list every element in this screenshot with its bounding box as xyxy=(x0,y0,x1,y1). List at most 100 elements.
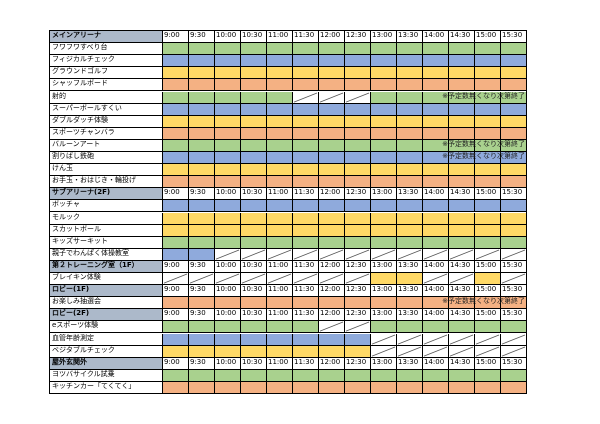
open-slot xyxy=(319,164,345,177)
open-slot xyxy=(267,139,293,152)
time-slot-header: 13:00 xyxy=(371,31,397,44)
time-slot-header: 13:30 xyxy=(397,285,423,298)
open-slot xyxy=(397,139,423,152)
open-slot xyxy=(189,152,215,165)
open-slot xyxy=(397,43,423,56)
time-slot-header: 10:00 xyxy=(215,357,241,370)
open-slot xyxy=(371,91,397,104)
activity-row: ベジタブルチェック xyxy=(50,345,527,358)
open-slot xyxy=(371,224,397,237)
open-slot xyxy=(267,236,293,249)
time-slot-header: 9:30 xyxy=(189,260,215,273)
open-slot xyxy=(241,212,267,225)
open-slot xyxy=(267,176,293,189)
time-slot-header: 10:00 xyxy=(215,309,241,322)
unavailable-slot xyxy=(345,248,371,261)
open-slot xyxy=(241,55,267,68)
open-slot xyxy=(215,79,241,92)
open-slot xyxy=(475,91,501,104)
open-slot xyxy=(163,176,189,189)
open-slot xyxy=(319,115,345,128)
open-slot xyxy=(189,127,215,140)
time-slot-header: 14:00 xyxy=(423,309,449,322)
open-slot xyxy=(501,297,527,310)
open-slot xyxy=(449,139,475,152)
open-slot xyxy=(501,224,527,237)
open-slot xyxy=(449,79,475,92)
open-slot xyxy=(449,321,475,334)
activity-row: ブレイキン体験 xyxy=(50,273,527,286)
open-slot xyxy=(293,212,319,225)
open-slot xyxy=(267,103,293,116)
activity-row: スポーツチャンバラ xyxy=(50,127,527,140)
time-slot-header: 15:00 xyxy=(475,260,501,273)
open-slot xyxy=(241,79,267,92)
time-slot-header: 9:00 xyxy=(163,31,189,44)
open-slot xyxy=(319,236,345,249)
open-slot xyxy=(241,152,267,165)
activity-name: ヨツバサイクル試乗 xyxy=(50,369,163,382)
time-slot-header: 14:00 xyxy=(423,260,449,273)
open-slot xyxy=(501,115,527,128)
open-slot xyxy=(215,297,241,310)
open-slot xyxy=(241,236,267,249)
open-slot xyxy=(501,381,527,394)
diagonal-slash xyxy=(293,92,318,102)
open-slot xyxy=(449,224,475,237)
limited-stock-note: ※予定数無くなり次第終了 xyxy=(442,152,525,160)
open-slot xyxy=(397,200,423,213)
open-slot xyxy=(397,212,423,225)
open-slot xyxy=(423,152,449,165)
open-slot xyxy=(475,212,501,225)
open-slot xyxy=(371,212,397,225)
open-slot xyxy=(215,200,241,213)
open-slot xyxy=(163,381,189,394)
open-slot xyxy=(345,164,371,177)
time-slot-header: 10:00 xyxy=(215,31,241,44)
open-slot xyxy=(475,176,501,189)
open-slot xyxy=(423,164,449,177)
open-slot xyxy=(189,164,215,177)
diagonal-slash xyxy=(319,92,344,102)
open-slot xyxy=(241,297,267,310)
open-slot xyxy=(501,43,527,56)
unavailable-slot xyxy=(267,248,293,261)
activity-name: スポーツチャンバラ xyxy=(50,127,163,140)
open-slot xyxy=(475,43,501,56)
open-slot xyxy=(371,176,397,189)
activity-row: お楽しみ抽選会 ※予定数無くなり次第終了 xyxy=(50,297,527,310)
open-slot xyxy=(501,55,527,68)
diagonal-slash xyxy=(267,249,292,260)
open-slot xyxy=(267,67,293,80)
open-slot xyxy=(345,139,371,152)
open-slot xyxy=(319,152,345,165)
open-slot xyxy=(371,381,397,394)
open-slot xyxy=(501,200,527,213)
open-slot xyxy=(449,369,475,382)
section-header-row: 第２トレーニング室（1F） 9:00 9:30 10:00 10:30 11:00 11:3… xyxy=(50,260,527,273)
unavailable-slot xyxy=(293,273,319,286)
section-title: メインアリーナ xyxy=(50,31,163,44)
open-slot xyxy=(267,200,293,213)
activity-name: ブレイキン体験 xyxy=(50,273,163,286)
limited-stock-note: ※予定数無くなり次第終了 xyxy=(442,297,525,306)
open-slot xyxy=(397,115,423,128)
open-slot xyxy=(397,297,423,310)
time-slot-header: 10:30 xyxy=(241,188,267,201)
open-slot xyxy=(241,345,267,358)
open-slot xyxy=(449,55,475,68)
open-slot xyxy=(241,164,267,177)
time-slot-header: 13:30 xyxy=(397,260,423,273)
open-slot xyxy=(371,369,397,382)
open-slot xyxy=(449,236,475,249)
activity-name: キッズサーキット xyxy=(50,236,163,249)
open-slot xyxy=(371,297,397,310)
time-slot-header: 15:30 xyxy=(501,285,527,298)
open-slot xyxy=(371,103,397,116)
time-slot-header: 10:30 xyxy=(241,285,267,298)
open-slot xyxy=(501,152,527,165)
open-slot xyxy=(215,236,241,249)
open-slot xyxy=(345,224,371,237)
open-slot xyxy=(163,139,189,152)
activity-row: 親子でわんぱく体操教室 xyxy=(50,248,527,261)
